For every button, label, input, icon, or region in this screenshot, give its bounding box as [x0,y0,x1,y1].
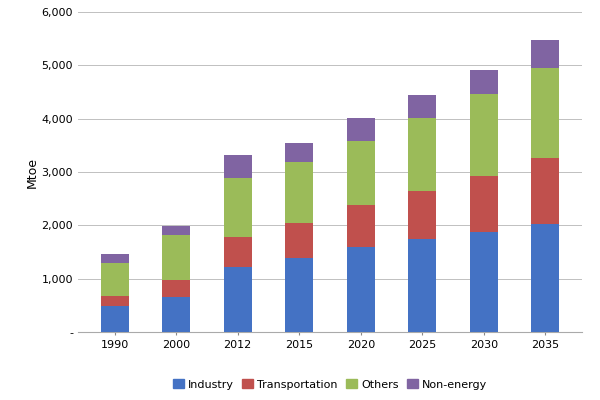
Bar [163,226,190,236]
Bar [224,237,251,267]
Bar [409,191,436,239]
Bar [101,296,128,306]
Bar [347,205,374,247]
Bar [532,224,559,332]
Bar [409,239,436,332]
Bar [224,178,251,237]
Legend: Industry, Transportation, Others, Non-energy: Industry, Transportation, Others, Non-en… [173,379,487,390]
Bar [286,258,313,332]
Bar [286,143,313,162]
Bar [347,118,374,141]
Bar [409,118,436,191]
Bar [347,141,374,205]
Bar [532,68,559,158]
Bar [101,254,128,263]
Bar [470,94,497,176]
Y-axis label: Mtoe: Mtoe [26,156,39,188]
Bar [532,40,559,68]
Bar [409,95,436,118]
Bar [163,236,190,280]
Bar [224,156,251,178]
Bar [163,280,190,297]
Bar [470,70,497,94]
Bar [470,232,497,332]
Bar [101,263,128,296]
Bar [101,306,128,332]
Bar [286,223,313,258]
Bar [532,158,559,224]
Bar [470,176,497,232]
Bar [347,247,374,332]
Bar [286,162,313,223]
Bar [224,267,251,332]
Bar [163,297,190,332]
